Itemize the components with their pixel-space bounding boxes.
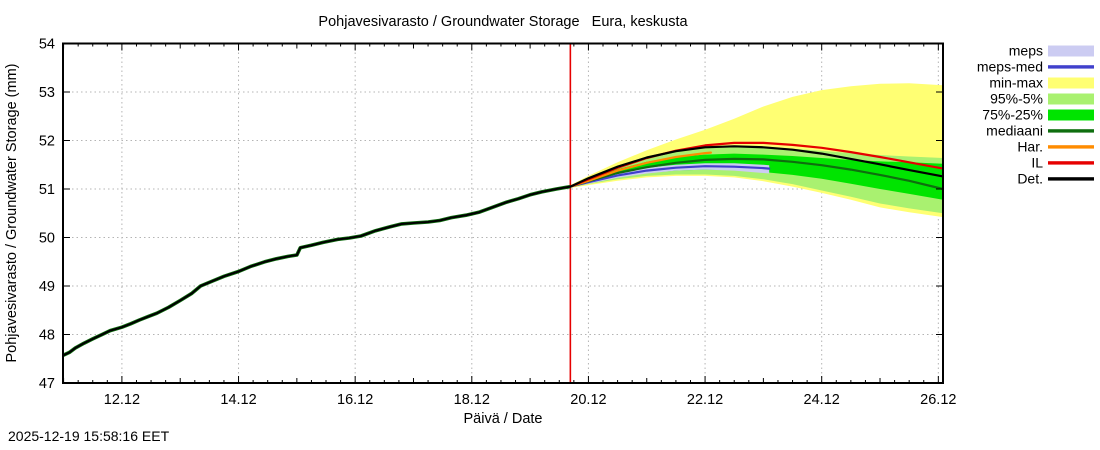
legend-label-meps: meps: [1009, 43, 1043, 59]
series-line-meps-med: [569, 165, 771, 188]
y-tick-label: 48: [39, 328, 55, 344]
legend-label-meps-med: meps-med: [977, 59, 1043, 75]
x-tick-label: 26.12: [920, 392, 956, 408]
y-tick-label: 54: [39, 37, 55, 53]
legend-swatch-IL: [1048, 161, 1094, 165]
plot-border: [62, 42, 944, 384]
series-line-mediaani: [569, 157, 944, 191]
legend-layer: mepsmeps-medmin-max95%-5%75%-25%mediaani…: [977, 43, 1094, 187]
band-meps: [570, 163, 770, 188]
legend-swatch-mediaani: [1048, 129, 1094, 133]
legend-label-Det.: Det.: [1017, 171, 1043, 187]
legend-swatch-75%-25%: [1048, 109, 1094, 121]
x-tick-label: 24.12: [804, 392, 840, 408]
x-tick-label: 20.12: [570, 392, 606, 408]
legend-label-IL: IL: [1031, 155, 1043, 171]
series-layer: [62, 141, 944, 358]
legend-label-75%-25%: 75%-25%: [982, 107, 1043, 123]
x-tick-label: 14.12: [220, 392, 256, 408]
y-tick-label: 51: [39, 182, 55, 198]
y-tick-label: 49: [39, 279, 55, 295]
timestamp: 2025-12-19 15:58:16 EET: [8, 428, 170, 444]
legend-swatch-min-max: [1048, 77, 1094, 89]
chart-title: Pohjavesivarasto / Groundwater Storage E…: [318, 14, 688, 30]
x-tick-label: 12.12: [104, 392, 140, 408]
x-tick-label: 16.12: [337, 392, 373, 408]
legend-swatch-meps-med: [1048, 65, 1094, 69]
y-tick-label: 52: [39, 134, 55, 150]
y-tick-label: 50: [39, 231, 55, 247]
legend-swatch-95%-5%: [1048, 93, 1094, 105]
legend-label-min-max: min-max: [989, 75, 1043, 91]
legend-label-mediaani: mediaani: [986, 123, 1043, 139]
series-line-Det.: [569, 145, 944, 188]
observed-line: [62, 185, 571, 357]
x-axis-label: Päivä / Date: [464, 411, 543, 427]
y-tick-label: 53: [39, 85, 55, 101]
legend-swatch-Det.: [1048, 177, 1094, 181]
legend-swatch-Har.: [1048, 145, 1094, 149]
x-tick-label: 22.12: [687, 392, 723, 408]
legend-label-95%-5%: 95%-5%: [990, 91, 1043, 107]
band-layer: [570, 83, 943, 218]
y-axis-label: Pohjavesivarasto / Groundwater Storage (…: [4, 64, 20, 363]
x-tick-label: 18.12: [454, 392, 490, 408]
series-line-Har.: [569, 151, 712, 188]
legend-swatch-meps: [1048, 45, 1094, 57]
observed-line-underlay: [62, 184, 571, 358]
axis-layer: 47 48 49 50 51 52 53 54 12.12 14.12 16.12 18.12 20.1…: [39, 37, 957, 409]
y-tick-label: 47: [39, 376, 55, 392]
legend-label-Har.: Har.: [1017, 139, 1043, 155]
